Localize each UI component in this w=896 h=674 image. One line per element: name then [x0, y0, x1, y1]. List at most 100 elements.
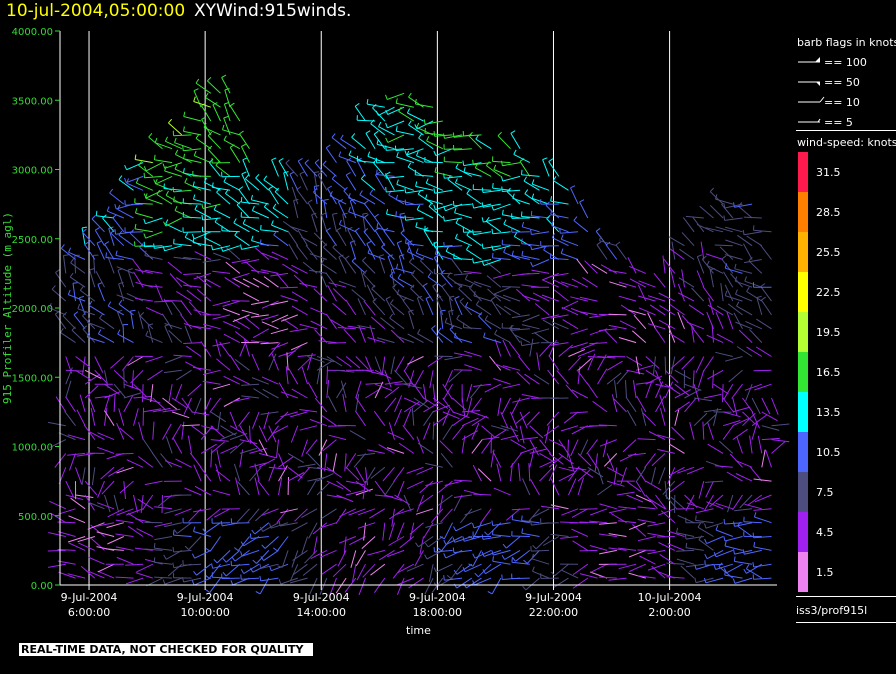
wind-barb [193, 185, 211, 191]
wind-barb [450, 563, 463, 579]
wind-barb [737, 234, 753, 247]
barb-flag [338, 151, 342, 157]
wind-barb [357, 119, 376, 122]
barb-flag [433, 150, 437, 156]
speed-color-swatch [798, 432, 808, 472]
wind-barb [81, 227, 86, 246]
wind-barb [369, 193, 386, 205]
wind-barb [276, 273, 289, 288]
wind-barb [350, 550, 357, 568]
wind-barb [389, 317, 405, 330]
wind-barb [349, 242, 357, 260]
barb-flag [124, 177, 127, 183]
wind-barb [533, 374, 550, 385]
barb-flag [91, 215, 96, 220]
wind-barb [204, 237, 221, 247]
wind-barb [408, 311, 415, 329]
wind-barb [444, 134, 463, 139]
wind-barb [712, 370, 714, 389]
wind-barb [542, 159, 550, 177]
wind-barb [465, 278, 482, 288]
wind-barb [67, 452, 86, 456]
speed-color-swatch [798, 192, 808, 232]
wind-barb [456, 318, 473, 330]
wind-barb [291, 186, 299, 205]
wind-barb [82, 328, 96, 343]
barb-flag [615, 241, 621, 246]
wind-barb [210, 439, 229, 442]
wind-barb [542, 536, 560, 546]
wind-barb [370, 563, 386, 576]
wind-barb [280, 411, 298, 418]
wind-barb [154, 561, 173, 565]
wind-barb [563, 411, 579, 424]
wind-barb [289, 173, 299, 191]
wind-barb [241, 395, 260, 399]
wind-barb [302, 563, 318, 576]
barb-flag [374, 213, 379, 218]
barb-flag [338, 219, 342, 225]
wind-barb [70, 497, 86, 510]
wind-barb [239, 439, 258, 445]
wind-barb [629, 265, 646, 274]
wind-barb [765, 450, 772, 468]
wind-barb [450, 258, 463, 274]
wind-barb [337, 327, 356, 330]
wind-barb [629, 278, 647, 288]
wind-barb [756, 297, 763, 316]
wind-barb [356, 563, 366, 581]
barb-flag [473, 291, 476, 297]
wind-barb [760, 286, 772, 302]
wind-barb [716, 333, 734, 344]
barb-flag [694, 577, 697, 583]
wind-barb [344, 258, 357, 274]
barb-flag [222, 571, 227, 577]
wind-barb [345, 466, 360, 481]
wind-barb [552, 237, 569, 247]
wind-barb [183, 397, 192, 415]
wind-barb [268, 188, 279, 205]
barb-flag [193, 96, 196, 102]
wind-barb [407, 242, 415, 260]
wind-barb [163, 299, 182, 302]
wind-barb [568, 466, 587, 471]
wind-barb [719, 440, 734, 454]
wind-barb [753, 563, 772, 568]
barb-flag [414, 124, 418, 130]
wind-barb [511, 314, 530, 319]
barb-flag [363, 228, 369, 232]
barb-flag [153, 243, 155, 249]
wind-barb [68, 294, 86, 302]
wind-barb [323, 200, 328, 219]
barb-flag [204, 92, 209, 98]
barb-flag [272, 203, 277, 209]
wind-barb [626, 369, 645, 375]
wind-barb [365, 467, 368, 486]
barb-flag [207, 131, 213, 136]
wind-barb [193, 242, 211, 247]
barb-flag [347, 226, 353, 230]
wind-barb [344, 453, 347, 472]
wind-barb [167, 261, 183, 274]
barb-flag [249, 533, 252, 539]
wind-barb [183, 256, 202, 260]
barb-flag [307, 199, 313, 203]
wind-barb [577, 357, 592, 371]
wind-barb [664, 356, 667, 375]
barb-flag [472, 580, 475, 586]
wind-barb [440, 273, 453, 288]
barb-flag [304, 159, 309, 164]
barb-flag [389, 313, 394, 319]
barb-flag [723, 215, 726, 221]
wind-barb [274, 191, 289, 205]
speed-level-label: 16.5 [816, 366, 841, 379]
barb-flag [174, 137, 177, 143]
barb-flag [440, 269, 445, 274]
wind-barb [115, 519, 134, 524]
wind-barb [49, 439, 67, 449]
wind-barb [648, 431, 666, 441]
wind-barb [561, 238, 579, 247]
wind-barb [365, 369, 384, 376]
barb-flag [99, 313, 103, 319]
barb-flag [173, 238, 175, 244]
